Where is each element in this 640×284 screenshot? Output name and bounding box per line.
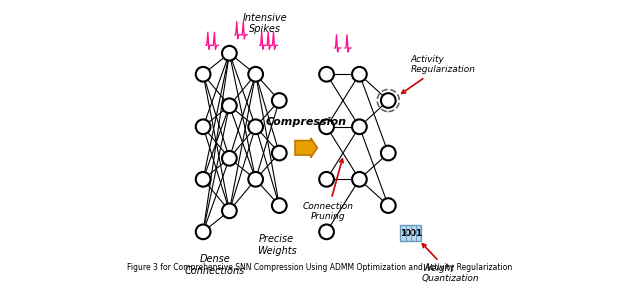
Circle shape — [319, 224, 334, 239]
Circle shape — [381, 93, 396, 108]
Circle shape — [381, 198, 396, 213]
FancyArrow shape — [295, 138, 317, 158]
Circle shape — [222, 151, 237, 166]
Circle shape — [319, 119, 334, 134]
Circle shape — [196, 119, 211, 134]
Text: Compression: Compression — [266, 117, 347, 127]
Text: Connection
Pruning: Connection Pruning — [302, 159, 353, 221]
Text: 1: 1 — [415, 229, 421, 238]
Text: Precise
Weights: Precise Weights — [257, 235, 296, 256]
Text: Intensive
Spikes: Intensive Spikes — [243, 12, 287, 34]
Text: 0: 0 — [405, 229, 412, 238]
Circle shape — [196, 67, 211, 82]
Circle shape — [352, 67, 367, 82]
Text: Activity
Regularization: Activity Regularization — [402, 55, 476, 93]
Text: 1: 1 — [400, 229, 406, 238]
Circle shape — [248, 67, 263, 82]
Text: Figure 3 for Comprehensive SNN Compression Using ADMM Optimization and Activity : Figure 3 for Comprehensive SNN Compressi… — [127, 263, 513, 272]
Text: 0: 0 — [410, 229, 416, 238]
Circle shape — [319, 172, 334, 187]
Circle shape — [272, 146, 287, 160]
Circle shape — [272, 198, 287, 213]
Circle shape — [222, 46, 237, 60]
Circle shape — [248, 172, 263, 187]
Circle shape — [196, 172, 211, 187]
Circle shape — [352, 172, 367, 187]
FancyBboxPatch shape — [400, 225, 421, 241]
Circle shape — [222, 203, 237, 218]
Circle shape — [272, 93, 287, 108]
Circle shape — [352, 119, 367, 134]
Circle shape — [222, 98, 237, 113]
Circle shape — [196, 224, 211, 239]
Circle shape — [319, 67, 334, 82]
Text: Weight
Quantization: Weight Quantization — [422, 244, 479, 283]
Circle shape — [248, 119, 263, 134]
Circle shape — [381, 146, 396, 160]
Text: Dense
Connections: Dense Connections — [185, 254, 245, 276]
